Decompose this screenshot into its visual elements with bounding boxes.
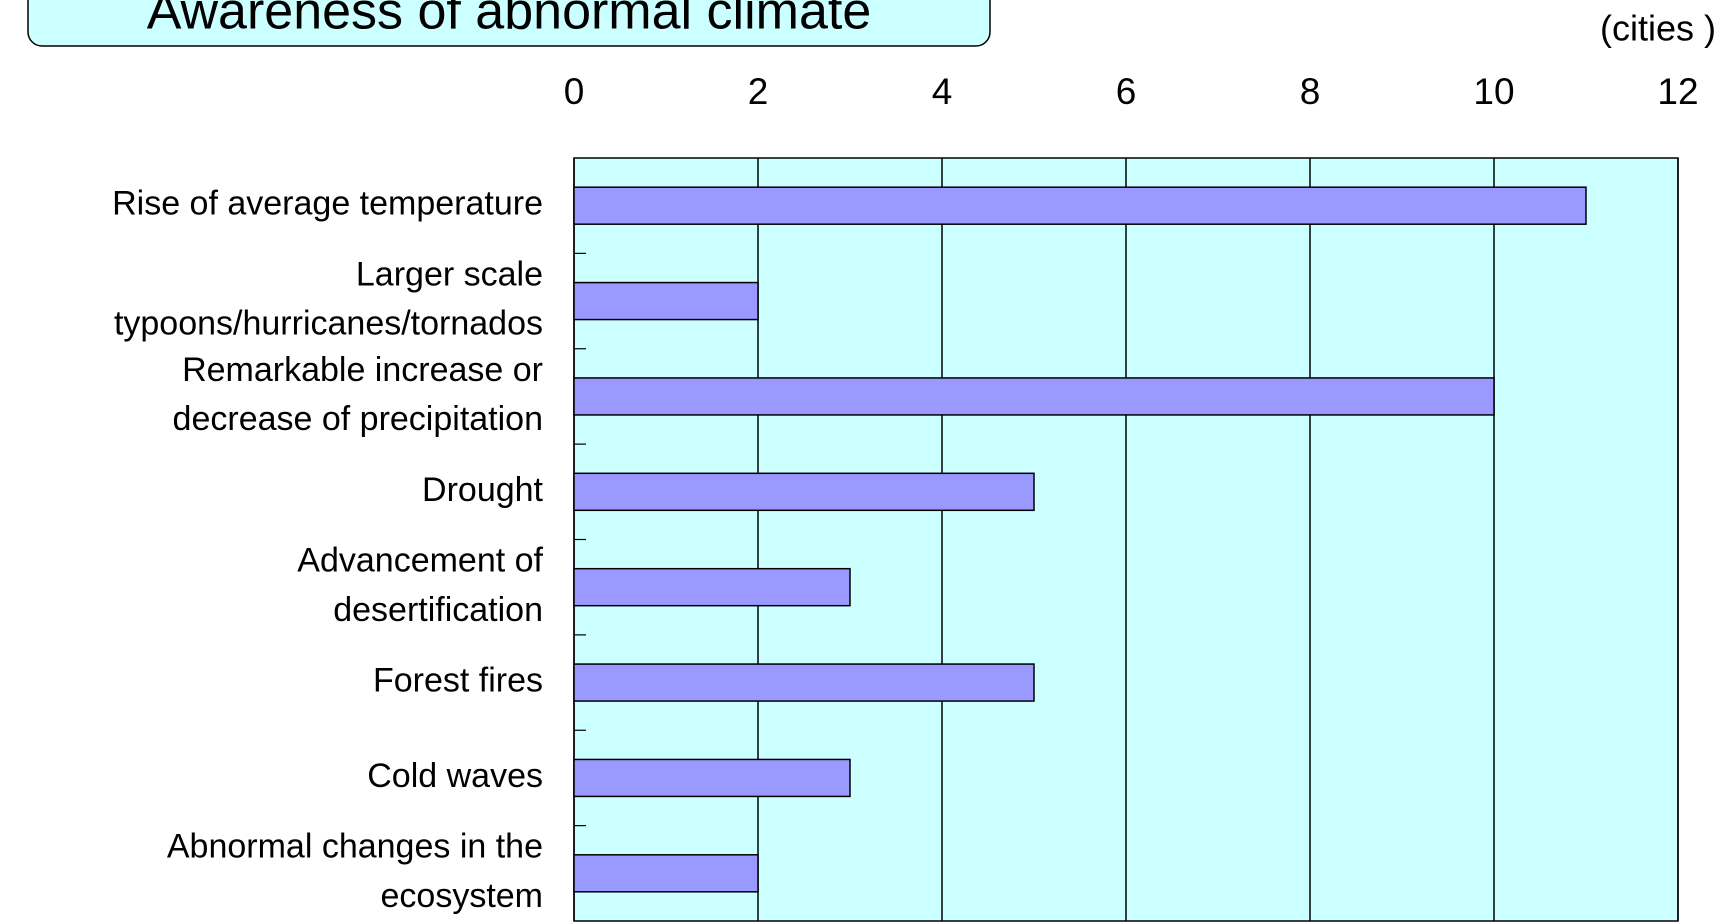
y-tick-label: Abnormal changes in the ecosystem (167, 828, 543, 915)
bar (573, 567, 851, 607)
x-tick-label: 0 (564, 71, 585, 112)
y-tick-label: Larger scale typoons/hurricanes/tornados (114, 255, 543, 342)
x-tick-label: 8 (1300, 71, 1321, 112)
y-tick-label: Forest fires (373, 662, 543, 700)
y-tick-label: Advancement of desertification (297, 542, 543, 629)
bar (573, 186, 1587, 225)
x-tick-label: 6 (1116, 71, 1137, 112)
y-tick-label: Remarkable increase or decrease of precip… (173, 351, 543, 438)
y-tick-label: Drought (422, 471, 544, 509)
bar (573, 663, 1035, 702)
x-tick-label: 12 (1657, 71, 1698, 112)
bar (573, 472, 1035, 512)
x-tick-label: 10 (1473, 71, 1514, 112)
bar (573, 377, 1495, 416)
y-tick-label: Cold waves (367, 757, 543, 795)
title-box (27, 0, 991, 47)
bar (573, 281, 759, 321)
bar (573, 854, 759, 893)
x-tick-label: 4 (932, 71, 953, 112)
chart-title: Awareness of abnormal climate (147, 0, 872, 41)
unit-label: (cities ) (1600, 8, 1716, 49)
x-tick-label: 2 (748, 71, 769, 112)
bar (573, 758, 851, 798)
y-tick-label: Rise of average temperature (112, 185, 543, 223)
